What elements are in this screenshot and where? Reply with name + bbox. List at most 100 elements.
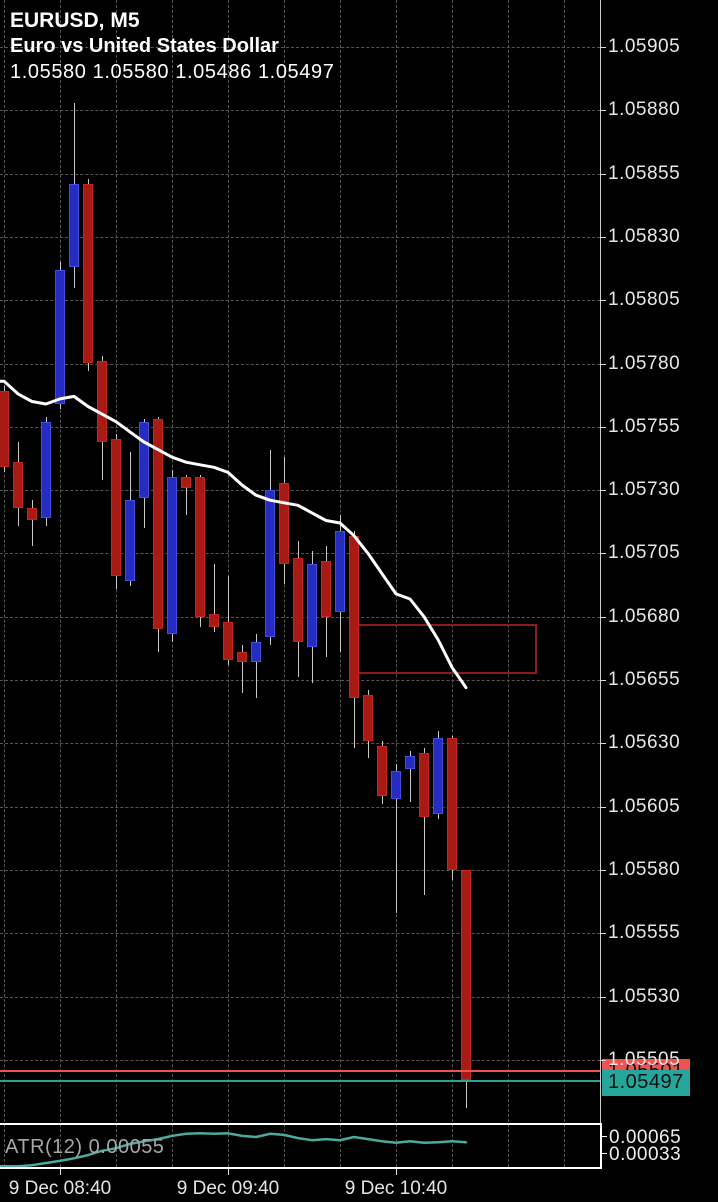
candle-bearish [461,869,471,1081]
candle-wick [395,763,397,913]
candle-bearish [279,482,289,564]
candle-bearish [209,614,219,627]
candle-bearish [377,745,387,797]
price-gridline [0,173,600,175]
atr-indicator-label: ATR(12) 0.00055 [5,1136,165,1158]
candle-wick [409,750,411,802]
order-price-line [0,1069,600,1072]
price-axis-label: 1.05855 [608,162,681,184]
candle-bullish [55,269,65,404]
candle-bearish [447,738,457,870]
price-axis-tick [600,173,606,175]
symbol-description: Euro vs United States Dollar [10,35,279,57]
price-gridline [0,1059,600,1061]
candle-bullish [265,490,275,637]
pane-separator-bottom [0,1167,602,1169]
price-gridline [0,743,600,745]
candle-bullish [69,183,79,268]
price-axis-tick [600,806,606,808]
price-axis-label: 1.05505 [608,1048,681,1070]
price-axis-label: 1.05655 [608,669,681,690]
time-axis-tick [228,1169,229,1175]
price-axis-tick [600,996,606,998]
price-axis-tick [600,1059,606,1061]
price-axis-label: 1.05530 [608,985,681,1007]
axis-border-line [600,0,601,1169]
price-axis-label: 1.05755 [608,415,681,437]
candle-layer [0,102,471,1108]
price-gridline [0,869,600,871]
candle-bearish [181,477,191,488]
candle-bearish [237,652,247,663]
pane-right-border [600,1123,602,1169]
price-axis-label: 1.05555 [608,922,681,944]
price-axis-tick [600,869,606,871]
symbol-title: EURUSD, M5 [10,9,140,32]
candle-bullish [167,477,177,635]
candle-bearish [419,753,429,817]
price-axis-label: 1.05905 [608,36,681,57]
sub-axis-tick-bottom [600,1153,607,1154]
price-axis-label: 1.05680 [608,605,681,627]
candle-bullish [251,642,261,663]
candle-bearish [0,391,9,468]
candle-bullish [41,421,51,518]
candle-bearish [111,439,121,577]
price-axis-label: 1.05880 [608,99,681,121]
candle-bearish [13,462,23,508]
candle-bullish [125,500,135,582]
candle-bullish [405,755,415,769]
candle-bearish [349,535,359,698]
time-axis-label: 9 Dec 10:40 [344,1178,448,1199]
bid-price-badge: 1.05497 [602,1070,690,1096]
candle-bullish [307,563,317,648]
sub-axis-label-high: 0.00065 [609,1127,682,1148]
price-gridline [0,996,600,998]
candle-bullish [391,771,401,799]
candle-bullish [433,738,443,815]
time-axis-tick [60,1169,61,1175]
candle-wick [423,748,425,896]
price-axis-tick [600,933,606,935]
time-axis-label: 9 Dec 08:40 [8,1178,112,1199]
price-axis-label: 1.05830 [608,225,681,247]
price-axis-tick [600,553,606,555]
bid-price-line [0,1080,600,1083]
price-axis-tick [600,743,606,745]
price-axis-label: 1.05580 [608,858,681,880]
time-gridline [508,0,509,1167]
price-axis-tick [600,300,606,302]
price-axis-tick [600,47,606,48]
price-axis-label: 1.05605 [608,795,681,817]
price-gridline [0,363,600,365]
sub-axis-tick-top [600,1136,607,1137]
candle-bullish [335,530,345,612]
price-axis-tick [600,616,606,618]
candle-bearish [27,507,37,521]
price-axis-label: 1.05730 [608,479,681,501]
candle-bearish [293,558,303,642]
time-axis-label: 9 Dec 09:40 [176,1178,280,1199]
ohlc-values: 1.05580 1.05580 1.05486 1.05497 [10,61,335,83]
price-gridline [0,933,600,935]
pane-separator-top[interactable] [0,1123,602,1125]
chart-header: EURUSD, M5 Euro vs United States Dollar … [10,8,334,86]
price-axis-tick [600,490,606,492]
price-axis-tick [600,426,606,428]
price-axis-label: 1.05805 [608,289,681,311]
price-gridline [0,806,600,808]
candle-bearish [153,419,163,630]
price-axis-tick [600,363,606,365]
price-axis-tick [600,236,606,238]
candle-bearish [195,477,205,617]
price-gridline [0,236,600,238]
price-axis-label: 1.05780 [608,352,681,374]
candle-bearish [97,360,107,442]
time-axis-tick [396,1169,397,1175]
candle-bearish [223,621,233,660]
price-axis-tick [600,110,606,112]
candle-bullish [139,421,149,498]
price-gridline [0,47,600,48]
time-gridline [564,0,565,1167]
